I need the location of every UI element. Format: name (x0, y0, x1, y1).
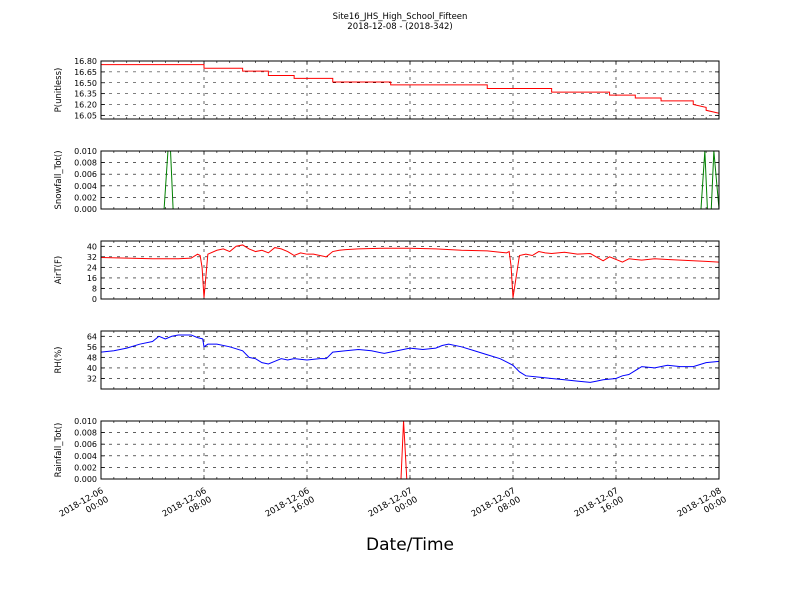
y-tick-label: 16.65 (74, 68, 97, 77)
y-tick-label: 0.006 (74, 170, 97, 179)
y-tick-label: 0.010 (74, 417, 97, 426)
y-tick-label: 16.35 (74, 90, 97, 99)
y-axis-label: RH(%) (54, 346, 64, 373)
y-tick-label: 56 (87, 343, 97, 352)
series-line (101, 64, 720, 114)
y-tick-label: 24 (87, 263, 97, 272)
y-tick-label: 0.008 (74, 429, 97, 438)
y-tick-label: 8 (92, 284, 97, 293)
figure-title-line1: Site16_JHS_High_School_Fifteen (333, 12, 468, 22)
y-tick-label: 64 (87, 332, 97, 341)
y-tick-label: 0.002 (74, 193, 97, 202)
y-tick-label: 32 (87, 374, 97, 383)
y-tick-label: 0.000 (74, 205, 97, 214)
y-tick-label: 0.004 (74, 452, 97, 461)
x-axis-label: Date/Time (366, 535, 454, 555)
y-axis-label: AirT(F) (54, 256, 64, 284)
panel-2: 0.010 0.008 0.006 0.004 0.002 0.000 Snowfall_T… (54, 147, 720, 214)
y-tick-label: 0.000 (74, 475, 97, 484)
y-tick-label: 32 (87, 253, 97, 262)
y-tick-label: 0.008 (74, 159, 97, 168)
y-axis-label: P(unitless) (54, 68, 64, 113)
y-tick-label: 16.20 (74, 101, 97, 110)
y-axis-label: Snowfall_Tot() (54, 150, 64, 209)
panel-frame (100, 330, 720, 390)
y-tick-label: 0.006 (74, 440, 97, 449)
y-tick-label: 48 (87, 353, 97, 362)
y-tick-label: 0.004 (74, 182, 97, 191)
y-tick-label: 0 (92, 295, 97, 304)
y-tick-label: 0.002 (74, 463, 97, 472)
panel-frame (100, 240, 720, 300)
panel-frame (100, 420, 720, 480)
y-tick-label: 16.80 (74, 57, 97, 66)
y-tick-label: 40 (87, 364, 97, 373)
y-tick-label: 16.50 (74, 79, 97, 88)
figure-title-line2: 2018-12-08 - (2018-342) (347, 22, 452, 32)
y-tick-label: 16.05 (74, 111, 97, 120)
y-axis-label: Rainfall_Tot() (54, 423, 64, 478)
series-line (100, 334, 720, 383)
y-tick-label: 16 (87, 274, 97, 283)
series-line (100, 244, 720, 298)
panel-frame (100, 150, 720, 210)
panel-frame (100, 60, 720, 120)
y-tick-label: 40 (87, 242, 97, 251)
y-tick-label: 0.010 (74, 147, 97, 156)
